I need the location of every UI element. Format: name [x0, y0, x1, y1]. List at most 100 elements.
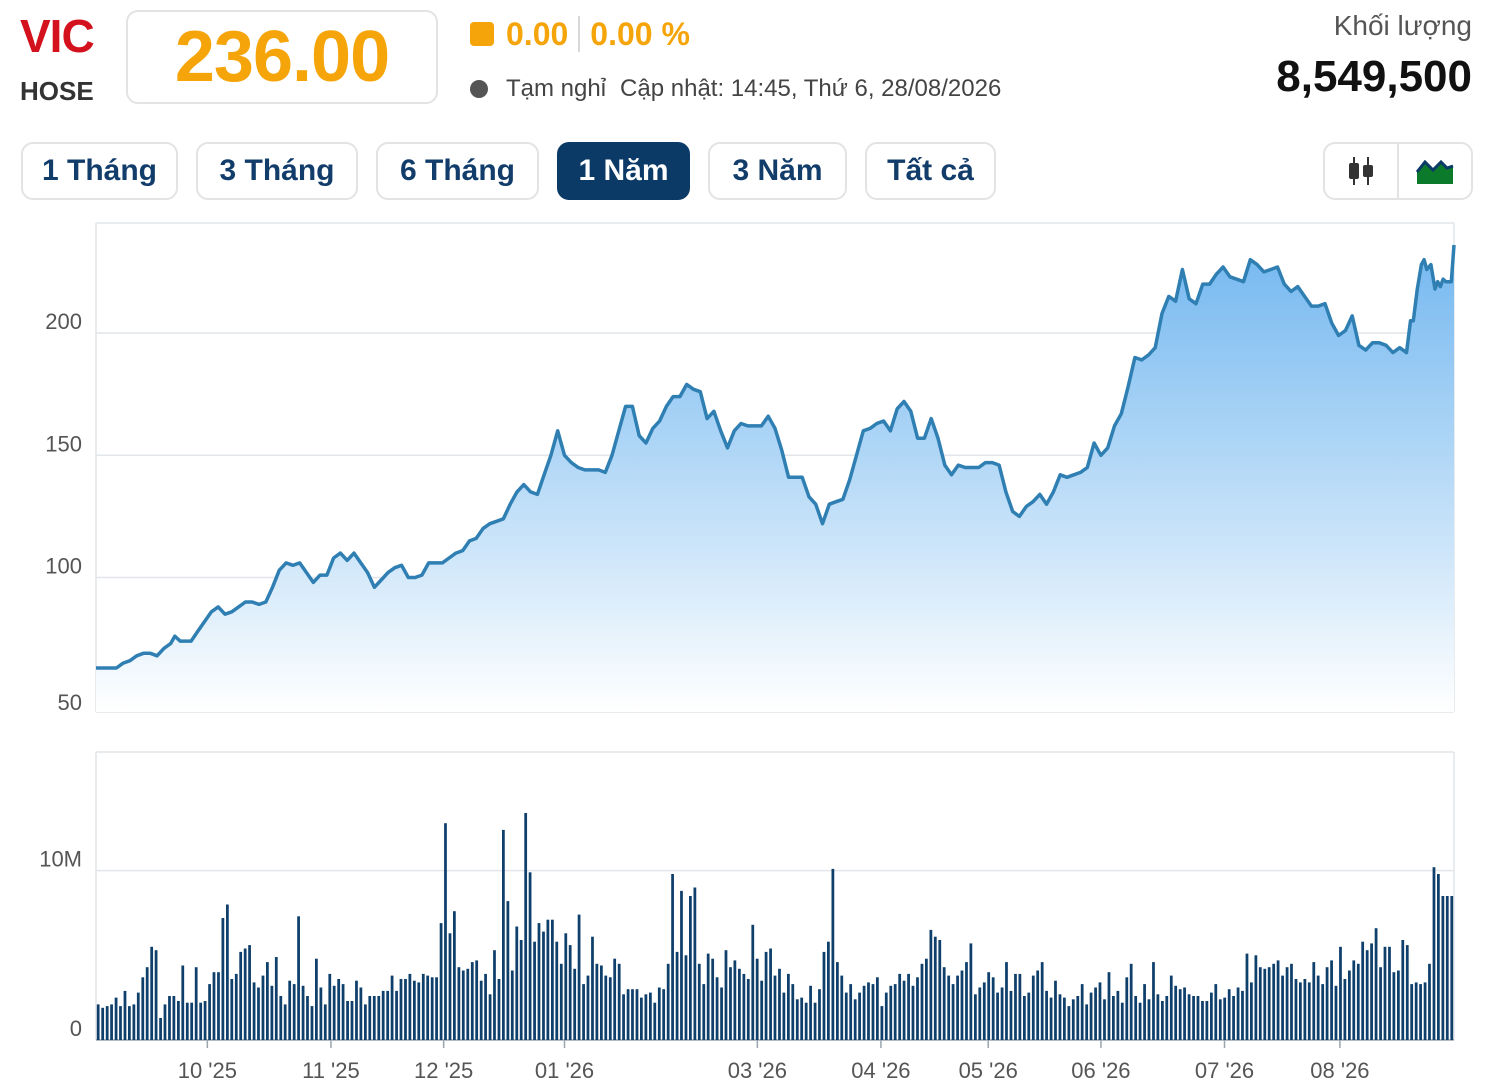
volume-bar [150, 946, 154, 1040]
volume-bar [1201, 1001, 1204, 1040]
volume-bar [902, 980, 906, 1040]
tab-3-years[interactable]: 3 Năm [708, 142, 847, 200]
volume-bar [791, 984, 795, 1040]
volume-bar [711, 958, 715, 1040]
volume-bar [982, 982, 986, 1040]
volume-bar [337, 979, 341, 1040]
volume-bar [573, 968, 577, 1040]
volume-bar [355, 980, 358, 1040]
volume-bar [243, 948, 247, 1040]
volume-chart[interactable]: 0 10M 10 '25 11 '25 12 '25 01 '26 03 '26 04 '2… [0, 748, 1492, 1084]
volume-bar [1441, 896, 1445, 1040]
volume-bar [1379, 967, 1382, 1040]
volume-bar [671, 874, 674, 1040]
volume-bar [889, 985, 893, 1040]
volume-bar [399, 979, 403, 1040]
volume-bar [1023, 996, 1026, 1040]
volume-bar [635, 989, 639, 1040]
volume-bar [457, 967, 461, 1040]
volume-bar [818, 989, 821, 1040]
volume-bar [666, 963, 670, 1040]
volume-bar [657, 987, 661, 1040]
x-tick-label: 12 '25 [414, 1058, 473, 1083]
volume-bar [1423, 982, 1427, 1040]
tab-all[interactable]: Tất cả [865, 142, 996, 200]
volume-bar [1169, 975, 1173, 1040]
area-chart-button[interactable] [1397, 144, 1471, 198]
volume-bar [470, 962, 474, 1040]
volume-bar [301, 985, 305, 1040]
volume-bar [1040, 962, 1044, 1040]
x-tick-label: 10 '25 [178, 1058, 237, 1083]
tab-1-year[interactable]: 1 Năm [557, 142, 690, 200]
volume-bar [684, 955, 688, 1040]
volume-bar [795, 999, 799, 1040]
price-y-tick-label: 100 [45, 554, 82, 579]
volume-bar [595, 963, 599, 1040]
volume-bar [248, 945, 251, 1040]
volume-bar [172, 996, 176, 1040]
volume-bar [956, 975, 959, 1040]
volume-bar [96, 1004, 100, 1040]
volume-bar [381, 990, 385, 1040]
tab-1-month[interactable]: 1 Tháng [21, 142, 178, 200]
volume-bar [1428, 963, 1431, 1040]
volume-bar [1005, 962, 1008, 1040]
volume-bar [239, 951, 243, 1040]
volume-bar [1103, 999, 1106, 1040]
volume-bar [880, 1006, 884, 1040]
volume-bar [773, 975, 777, 1040]
volume-bar [1405, 945, 1409, 1040]
tab-6-months[interactable]: 6 Tháng [376, 142, 539, 200]
candlestick-button[interactable] [1325, 144, 1397, 198]
volume-bar [1214, 984, 1218, 1040]
tab-3-months[interactable]: 3 Tháng [196, 142, 358, 200]
volume-bar [600, 965, 603, 1040]
volume-bar [528, 872, 532, 1040]
volume-bar [386, 990, 390, 1040]
volume-bar [1147, 999, 1151, 1040]
volume-bar [626, 989, 630, 1040]
volume-bar [987, 972, 991, 1040]
volume-bar [738, 968, 741, 1040]
volume-bar [764, 951, 768, 1040]
volume-bar [270, 985, 274, 1040]
volume-bar [840, 975, 844, 1040]
volume-bar [991, 977, 995, 1040]
volume-bar [377, 996, 381, 1040]
volume-bar [568, 945, 572, 1040]
volume-bar [132, 1004, 136, 1040]
volume-bar [555, 941, 559, 1040]
volume-bar [1049, 997, 1053, 1040]
price-chart[interactable]: 50 100 150 200 [0, 218, 1492, 728]
volume-bar [1063, 997, 1066, 1040]
volume-bar [488, 994, 492, 1040]
volume-bar [1258, 967, 1262, 1040]
volume-bar [697, 963, 701, 1040]
volume-bar [194, 967, 198, 1040]
volume-bar [493, 950, 496, 1040]
volume-bar [368, 996, 372, 1040]
volume-bar [746, 979, 750, 1040]
current-price: 236.00 [174, 17, 390, 97]
volume-bar [907, 973, 910, 1040]
volume-bar [163, 1004, 167, 1040]
exchange-label: HOSE [20, 76, 94, 106]
volume-bar [524, 813, 528, 1040]
volume-bar [203, 1001, 207, 1040]
volume-bar [1330, 960, 1333, 1040]
volume-bar [199, 1002, 203, 1040]
volume-bar [185, 1002, 189, 1040]
volume-bar [1245, 953, 1249, 1040]
volume-bar [145, 967, 149, 1040]
volume-bar [542, 931, 545, 1040]
volume-bar [257, 987, 260, 1040]
volume-bar [1356, 963, 1360, 1040]
volume-bar [408, 973, 412, 1040]
volume-bar [332, 985, 336, 1040]
volume-bar [653, 1002, 657, 1040]
volume-bar [1014, 973, 1017, 1040]
volume-bar [1419, 984, 1422, 1040]
volume-bar [1129, 963, 1133, 1040]
volume-bar [751, 924, 755, 1040]
